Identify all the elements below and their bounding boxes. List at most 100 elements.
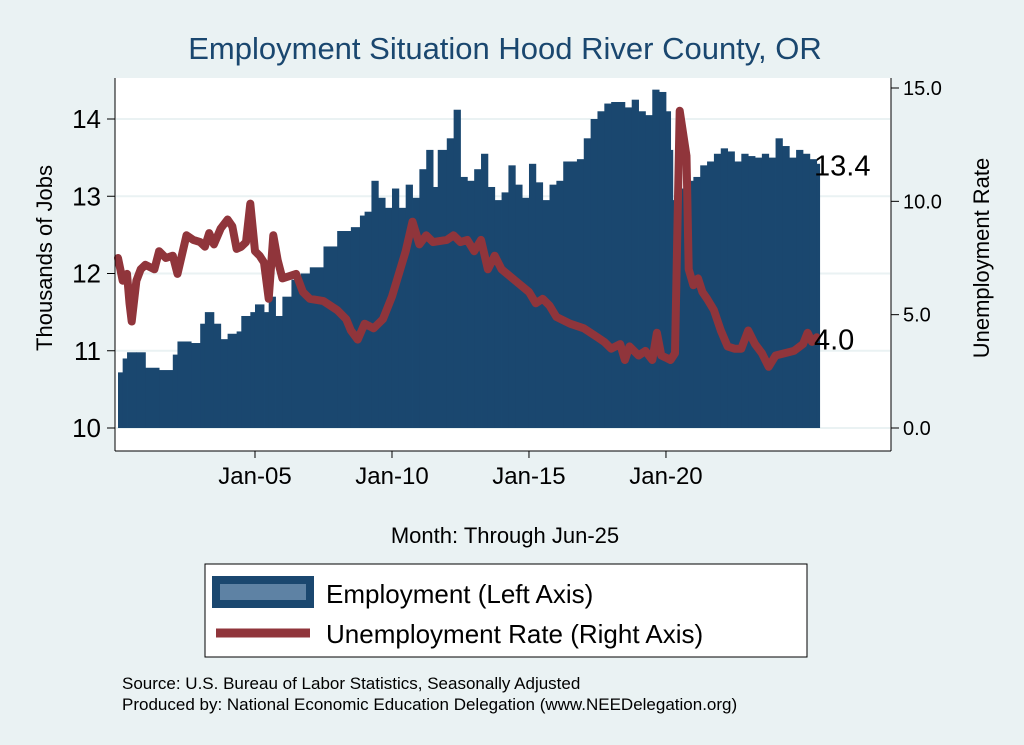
employment-bar [127,352,137,428]
left-tick-label: 10 [72,413,101,443]
employment-bar [337,231,352,428]
x-tick-label: Jan-05 [218,463,291,490]
employment-bar [796,149,804,428]
employment-bar [300,273,311,428]
employment-bar [282,296,292,428]
annotation-unemployment-last: 4.0 [814,324,854,356]
employment-bar [433,186,439,428]
employment-bar [604,103,612,429]
employment-bar [638,111,646,429]
employment-bar [264,312,270,428]
employment-bar [693,176,701,428]
employment-bar [789,157,797,428]
employment-bar [145,367,160,428]
employment-bar [220,339,228,428]
employment-bar [659,91,667,429]
left-axis-ticks: 10 11 12 13 14 [72,104,115,443]
employment-bar [707,161,715,429]
employment-bar [291,279,302,428]
employment-bar [508,165,516,428]
unemployment-line [114,106,821,371]
legend: Employment (Left Axis) Unemployment Rate… [204,563,808,658]
employment-bar [611,102,626,428]
employment-bar [522,197,530,428]
employment-bar [364,211,372,428]
employment-bar [802,153,811,428]
employment-bar [241,315,251,428]
employment-bar [652,89,660,429]
x-tick-label: Jan-15 [492,463,565,490]
annotation-employment-last: 13.4 [814,150,870,182]
employment-bar [576,159,585,429]
left-tick-label: 13 [72,181,101,211]
employment-bar [631,99,639,428]
employment-bar [487,186,496,428]
employment-bar [227,333,238,428]
employment-bar [556,180,564,428]
employment-bar [761,153,770,428]
employment-bar [250,312,256,428]
x-axis-label: Month: Through Jun-25 [391,523,619,548]
employment-bar [118,372,124,428]
employment-bar [481,153,489,428]
employment-bar [679,188,687,428]
employment-bar [670,149,674,428]
left-tick-label: 12 [72,259,101,289]
employment-bar [474,169,482,428]
employment-bar [122,358,128,428]
employment-bar [741,153,749,428]
employment-bar [136,352,146,428]
employment-bar [323,246,338,428]
employment-bar [268,296,276,428]
right-tick-label: 10.0 [903,191,942,213]
employment-bar [563,161,578,429]
right-tick-label: 5.0 [903,305,931,327]
produced-by-note: Produced by: National Economic Education… [122,695,737,714]
employment-bar [590,119,598,428]
employment-bar [213,323,222,428]
employment-bar [727,151,735,428]
employment-bar [501,192,509,428]
legend-label-employment: Employment (Left Axis) [326,579,593,609]
employment-bar [419,169,427,428]
employment-bar [645,115,653,428]
employment-bar [686,180,694,428]
legend-swatch-employment [212,576,314,608]
employment-bar [405,184,413,428]
employment-bar [446,138,455,428]
employment-bar [159,370,174,428]
x-tick-label: Jan-10 [355,463,428,490]
employment-bar [236,331,242,428]
y-axis-label-right: Unemployment Rate [969,158,994,359]
employment-bar [309,267,324,428]
x-tick-label: Jan-20 [629,463,702,490]
legend-label-unemployment: Unemployment Rate (Right Axis) [326,619,703,649]
employment-bar [172,354,178,428]
employment-bar [371,180,379,428]
employment-bar [782,146,790,428]
employment-bar [542,200,550,428]
employment-bar [460,176,468,428]
employment-bar [391,188,400,428]
employment-bar [494,200,502,428]
right-axis-ticks: 0.0 5.0 10.0 15.0 [891,78,942,440]
chart-title: Employment Situation Hood River County, … [188,31,821,66]
employment-bar [191,343,201,428]
employment-bar [597,111,605,429]
employment-bar [816,163,821,428]
employment-bar [398,207,407,428]
employment-bar [775,138,783,428]
employment-bar [755,157,763,428]
employment-bar [350,227,361,428]
employment-bar [768,157,776,428]
employment-bar [515,184,523,428]
employment-bar [734,161,742,429]
employment-bar [177,341,192,428]
employment-bar [748,156,756,428]
employment-bar [809,159,818,429]
employment-bar [200,323,206,428]
employment-bar [583,138,592,428]
employment-bar [665,111,672,429]
employment-bar [254,304,265,428]
